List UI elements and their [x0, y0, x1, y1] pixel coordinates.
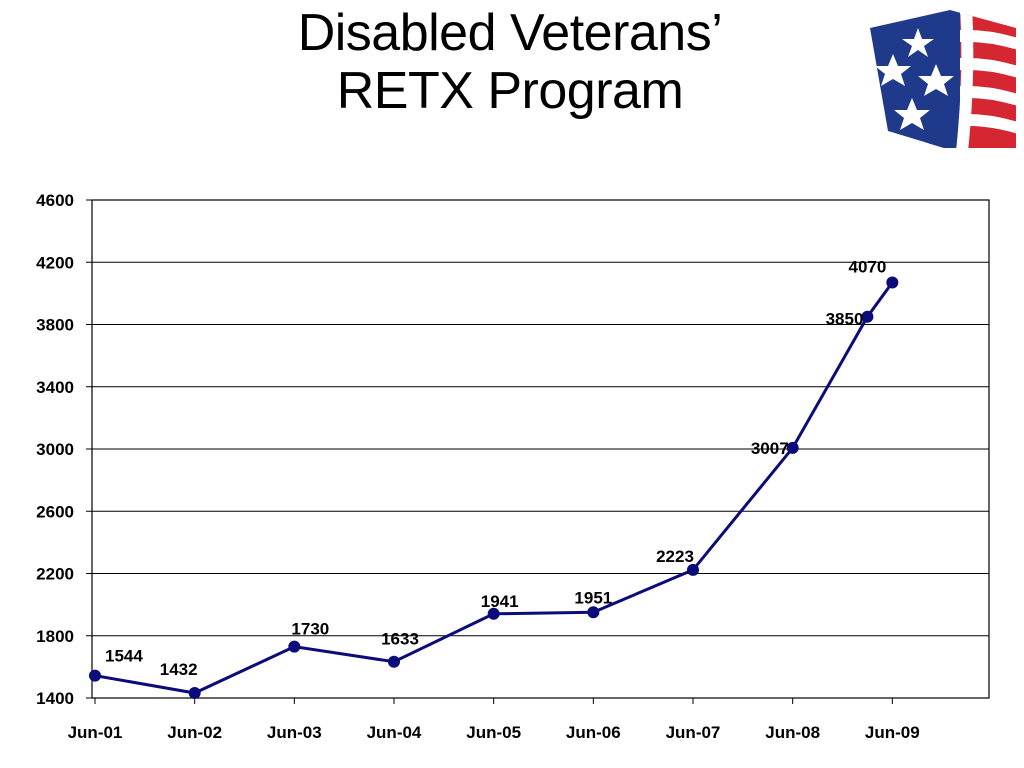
y-tick-label: 1800: [36, 627, 74, 646]
x-tick-label: Jun-07: [666, 723, 721, 742]
page-title: Disabled Veterans’ RETX Program: [150, 4, 870, 120]
data-label: 1544: [105, 647, 143, 666]
data-label: 3850: [826, 310, 864, 329]
data-point: [288, 640, 301, 653]
x-tick-label: Jun-09: [865, 723, 920, 742]
data-point: [687, 563, 699, 576]
y-tick-label: 3800: [36, 316, 74, 335]
title-line-2: RETX Program: [336, 62, 684, 120]
data-point: [861, 310, 874, 323]
x-tick-label: Jun-02: [167, 723, 222, 742]
x-tick-label: Jun-04: [367, 723, 422, 742]
title-line-1: Disabled Veterans’: [297, 4, 723, 62]
data-point: [886, 276, 899, 289]
x-tick-label: Jun-01: [68, 723, 123, 742]
data-label: 1941: [481, 592, 519, 611]
x-tick-label: Jun-05: [466, 723, 521, 742]
y-tick-label: 3000: [36, 440, 74, 459]
flag-stars-stripes-icon: [870, 10, 1016, 148]
x-tick-label: Jun-08: [765, 723, 820, 742]
y-tick-label: 3400: [36, 378, 74, 397]
x-axis: Jun-01 Jun-02 Jun-03 Jun-04 Jun-05 Jun-06 Jun-…: [68, 698, 920, 742]
x-tick-label: Jun-03: [267, 723, 322, 742]
data-point: [388, 655, 400, 668]
data-label: 1951: [574, 588, 612, 607]
grid-lines: [92, 261, 989, 637]
data-point: [188, 687, 201, 700]
data-label: 1432: [160, 660, 198, 679]
data-label: 4070: [849, 257, 887, 276]
y-tick-label: 4200: [36, 253, 74, 272]
data-point: [587, 606, 600, 619]
x-tick-label: Jun-06: [566, 723, 621, 742]
y-tick-label: 2600: [36, 502, 74, 521]
y-axis: 1400 1800 2200 2600 3000 3400 3800 4200 4600: [36, 191, 92, 708]
data-point: [786, 441, 799, 454]
data-point: [89, 669, 101, 682]
data-points: [89, 276, 899, 700]
data-label: 3007: [751, 439, 789, 458]
y-tick-label: 2200: [36, 565, 74, 584]
data-labels: 1544 1432 1730 1633 1941 1951 2223 3007 3850 4070: [105, 257, 886, 679]
data-label: 2223: [656, 547, 694, 566]
data-label: 1633: [381, 630, 419, 649]
series-line: [94, 281, 894, 695]
y-tick-label: 1400: [36, 689, 74, 708]
data-point: [487, 607, 500, 620]
y-tick-label: 4600: [36, 191, 74, 210]
data-label: 1730: [291, 620, 329, 639]
